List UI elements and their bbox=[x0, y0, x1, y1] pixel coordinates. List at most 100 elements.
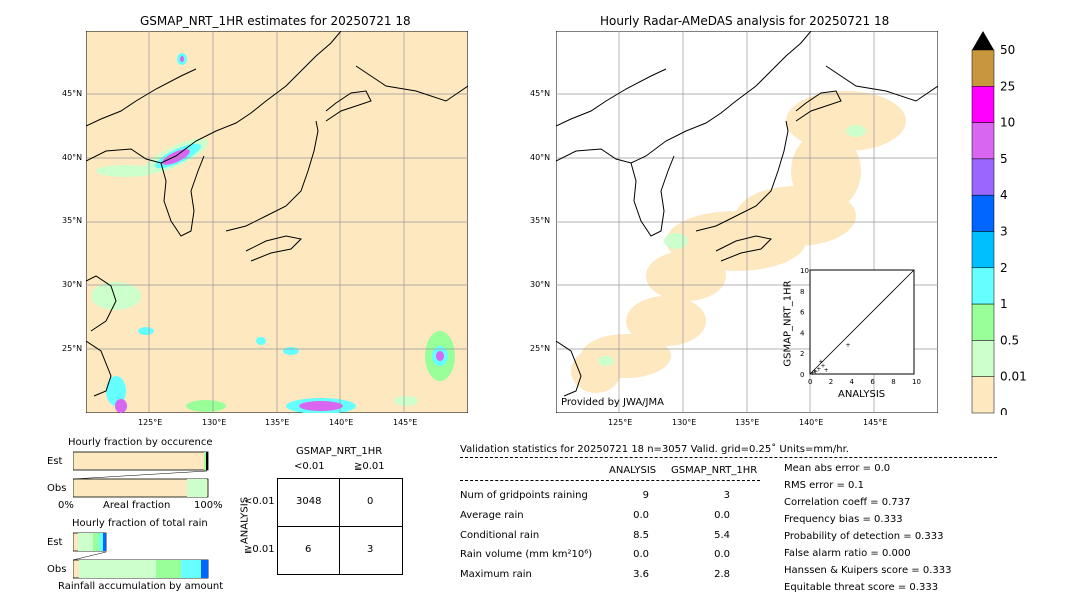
occurrence-xmid: Areal fraction bbox=[103, 500, 171, 511]
left-lat-label: 35°N bbox=[62, 216, 83, 225]
score-line: False alarm ratio = 0.000 bbox=[784, 548, 911, 559]
stat-gsmap: 3 bbox=[723, 490, 730, 501]
radar-credit: Provided by JWA/JMA bbox=[561, 397, 664, 408]
colorbar-label: 25 bbox=[1000, 79, 1015, 93]
left-lat-label: 40°N bbox=[62, 153, 83, 162]
colorbar-label: 3 bbox=[1000, 225, 1008, 239]
validation-divider bbox=[460, 457, 997, 458]
left-lon-label: 135°E bbox=[265, 418, 290, 427]
scatter-xtick: 10 bbox=[912, 378, 921, 386]
scatter-ytick: 0 bbox=[800, 371, 804, 379]
colorbar-segment bbox=[971, 267, 995, 305]
scatter-point: + bbox=[812, 368, 817, 375]
left-map bbox=[85, 30, 469, 414]
contingency-cell: 0 bbox=[367, 496, 374, 507]
validation-header: Validation statistics for 20250721 18 n=… bbox=[460, 444, 849, 455]
score-line: Correlation coeff = 0.737 bbox=[784, 497, 911, 508]
stat-label: Rain volume (mm km²10⁶) bbox=[460, 549, 593, 560]
validation-subdivider bbox=[460, 480, 760, 481]
left-lat-label: 30°N bbox=[62, 280, 83, 289]
contingency-cell: 3 bbox=[367, 544, 374, 555]
stat-gsmap: 0.0 bbox=[714, 510, 730, 521]
validation-col-gsmap: GSMAP_NRT_1HR bbox=[671, 465, 758, 476]
scatter-xtick: 2 bbox=[829, 378, 833, 386]
score-line: Hanssen & Kuipers score = 0.333 bbox=[784, 565, 952, 576]
contingency-cell: 3048 bbox=[296, 496, 322, 507]
stat-analysis: 9 bbox=[642, 490, 649, 501]
scatter-ylabel: GSMAP_NRT_1HR bbox=[782, 280, 794, 367]
colorbar-label: 1 bbox=[1000, 297, 1008, 311]
scatter-ytick: 4 bbox=[800, 329, 805, 337]
left-lat-label: 25°N bbox=[62, 344, 83, 353]
right-lat-label: 40°N bbox=[530, 153, 551, 162]
colorbar-label: 2 bbox=[1000, 261, 1008, 275]
right-lon-label: 140°E bbox=[799, 418, 824, 427]
colorbar-label: 5 bbox=[1000, 152, 1008, 166]
colorbar-label: 50 bbox=[1000, 43, 1015, 57]
stat-analysis: 0.0 bbox=[633, 510, 649, 521]
colorbar-segment bbox=[971, 122, 995, 160]
occurrence-xright: 100% bbox=[194, 500, 223, 511]
left-lon-label: 130°E bbox=[202, 418, 227, 427]
contingency-col-header: <0.01 bbox=[294, 461, 325, 472]
amount-xlabel: Rainfall accumulation by amount bbox=[58, 581, 224, 592]
occurrence-row-obs: Obs bbox=[47, 483, 67, 494]
score-line: Mean abs error = 0.0 bbox=[784, 463, 891, 474]
colorbar-label: 10 bbox=[1000, 116, 1015, 130]
colorbar-label: 0.5 bbox=[1000, 333, 1019, 347]
left-lon-label: 145°E bbox=[393, 418, 418, 427]
left-lon-label: 125°E bbox=[138, 418, 163, 427]
validation-col-analysis: ANALYSIS bbox=[609, 465, 657, 476]
scatter-ytick: 2 bbox=[800, 350, 804, 358]
scatter-xtick: 8 bbox=[891, 378, 895, 386]
colorbar-segment bbox=[971, 231, 995, 269]
stat-label: Maximum rain bbox=[460, 569, 532, 580]
scatter-xlabel: ANALYSIS bbox=[838, 389, 886, 400]
contingency-title: GSMAP_NRT_1HR bbox=[296, 446, 383, 457]
colorbar-overflow-arrow bbox=[972, 31, 994, 50]
colorbar-segment bbox=[971, 86, 995, 123]
scatter-ytick: 8 bbox=[800, 288, 804, 296]
stat-label: Average rain bbox=[460, 510, 524, 521]
scatter-xtick: 0 bbox=[808, 378, 812, 386]
amount-row-obs: Obs bbox=[47, 564, 67, 575]
scatter-xtick: 4 bbox=[850, 378, 855, 386]
colorbar-segment bbox=[971, 49, 995, 87]
colorbar-segment bbox=[971, 376, 995, 414]
contingency-cell: 6 bbox=[305, 544, 312, 555]
contingency-row-header: <0.01 bbox=[244, 496, 275, 507]
stat-label: Conditional rain bbox=[460, 530, 540, 541]
score-line: Equitable threat score = 0.333 bbox=[784, 582, 939, 593]
right-map-title: Hourly Radar-AMeDAS analysis for 2025072… bbox=[600, 14, 890, 28]
occurrence-row-est: Est bbox=[47, 456, 63, 467]
stat-gsmap: 0.0 bbox=[714, 549, 730, 560]
amount-title: Hourly fraction of total rain bbox=[72, 518, 208, 529]
colorbar-segment bbox=[971, 340, 995, 377]
scatter-xtick: 6 bbox=[870, 378, 875, 386]
stat-analysis: 3.6 bbox=[633, 569, 649, 580]
scatter-ytick: 10 bbox=[800, 267, 809, 275]
inset-scatter: + + + + + + + + 0 0 2 2 4 4 6 6 8 8 10 10 bbox=[780, 262, 925, 402]
right-lat-label: 45°N bbox=[530, 89, 551, 98]
right-lat-label: 30°N bbox=[530, 280, 551, 289]
scatter-point: + bbox=[820, 363, 825, 370]
left-map-title: GSMAP_NRT_1HR estimates for 20250721 18 bbox=[140, 14, 411, 28]
colorbar-segment bbox=[971, 158, 995, 196]
colorbar-label: 0.01 bbox=[1000, 370, 1027, 384]
contingency-col-header: ≧0.01 bbox=[354, 461, 385, 472]
stat-gsmap: 2.8 bbox=[714, 569, 730, 580]
colorbar-label: 4 bbox=[1000, 188, 1008, 202]
right-lat-label: 35°N bbox=[530, 216, 551, 225]
amount-bars bbox=[72, 532, 209, 579]
stat-gsmap: 5.4 bbox=[714, 530, 730, 541]
colorbar-segment bbox=[971, 303, 995, 341]
right-lon-label: 135°E bbox=[735, 418, 760, 427]
right-lat-label: 25°N bbox=[530, 344, 551, 353]
colorbar-canvas: 50 25 10 5 4 3 2 1 0.5 0.01 0 bbox=[971, 31, 1027, 420]
amount-row-est: Est bbox=[47, 537, 63, 548]
contingency-row-header: ≧0.01 bbox=[244, 544, 275, 555]
scatter-point: + bbox=[845, 342, 850, 349]
colorbar-segment bbox=[971, 194, 995, 232]
scatter-point: + bbox=[810, 370, 815, 377]
